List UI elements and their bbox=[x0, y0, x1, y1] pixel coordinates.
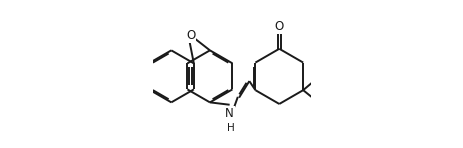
Text: O: O bbox=[274, 20, 283, 33]
Text: N: N bbox=[225, 107, 233, 120]
Text: O: O bbox=[186, 29, 195, 42]
Text: H: H bbox=[226, 123, 234, 133]
